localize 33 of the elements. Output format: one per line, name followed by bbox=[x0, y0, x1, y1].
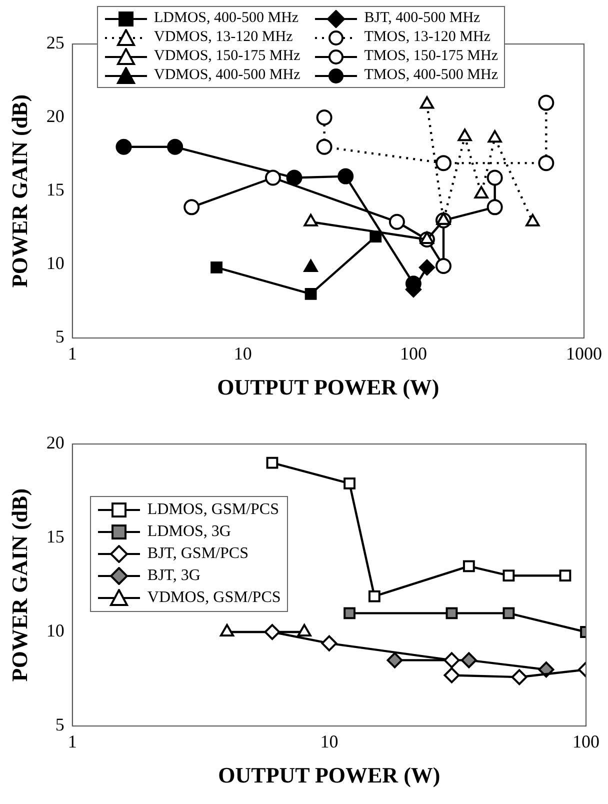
y-tick-label: 15 bbox=[46, 526, 64, 547]
legend-label: LDMOS, 3G bbox=[147, 523, 231, 541]
y-tick-label: 25 bbox=[46, 32, 64, 53]
legend-label: VDMOS, 400-500 MHz bbox=[154, 67, 300, 84]
legend-label: TMOS, 150-175 MHz bbox=[364, 48, 498, 65]
y-tick-label: 10 bbox=[46, 253, 64, 274]
y-tick-label: 5 bbox=[55, 326, 64, 347]
legend-label: LDMOS, 400-500 MHz bbox=[154, 10, 299, 27]
legend-label: VDMOS, 13-120 MHz bbox=[154, 29, 293, 46]
y-tick-label: 10 bbox=[46, 620, 64, 641]
y-axis-title: POWER GAIN (dB) bbox=[6, 94, 32, 288]
x-axis-title: OUTPUT POWER (W) bbox=[218, 762, 440, 788]
x-tick-label: 100 bbox=[400, 344, 427, 364]
y-axis-title: POWER GAIN (dB) bbox=[6, 488, 32, 682]
x-tick-label: 1 bbox=[68, 732, 77, 752]
legend-label: BJT, 400-500 MHz bbox=[364, 10, 480, 27]
legend-label: TMOS, 400-500 MHz bbox=[364, 67, 498, 84]
x-tick-label: 100 bbox=[572, 732, 600, 752]
legend-label: VDMOS, 150-175 MHz bbox=[154, 48, 300, 65]
x-tick-label: 10 bbox=[320, 732, 338, 752]
x-tick-label: 1 bbox=[68, 344, 77, 364]
x-axis-title: OUTPUT POWER (W) bbox=[217, 374, 440, 400]
legend-label: TMOS, 13-120 MHz bbox=[364, 29, 490, 46]
y-tick-label: 5 bbox=[55, 714, 64, 735]
x-tick-label: 1000 bbox=[566, 344, 602, 364]
legend-label: VDMOS, GSM/PCS bbox=[147, 589, 281, 607]
legend-label: LDMOS, GSM/PCS bbox=[147, 501, 279, 519]
x-tick-label: 10 bbox=[234, 344, 252, 364]
y-tick-label: 20 bbox=[46, 106, 64, 126]
y-tick-label: 15 bbox=[46, 180, 64, 200]
legend-label: BJT, 3G bbox=[147, 567, 200, 585]
y-tick-label: 20 bbox=[46, 432, 64, 453]
legend-label: BJT, GSM/PCS bbox=[147, 545, 248, 563]
